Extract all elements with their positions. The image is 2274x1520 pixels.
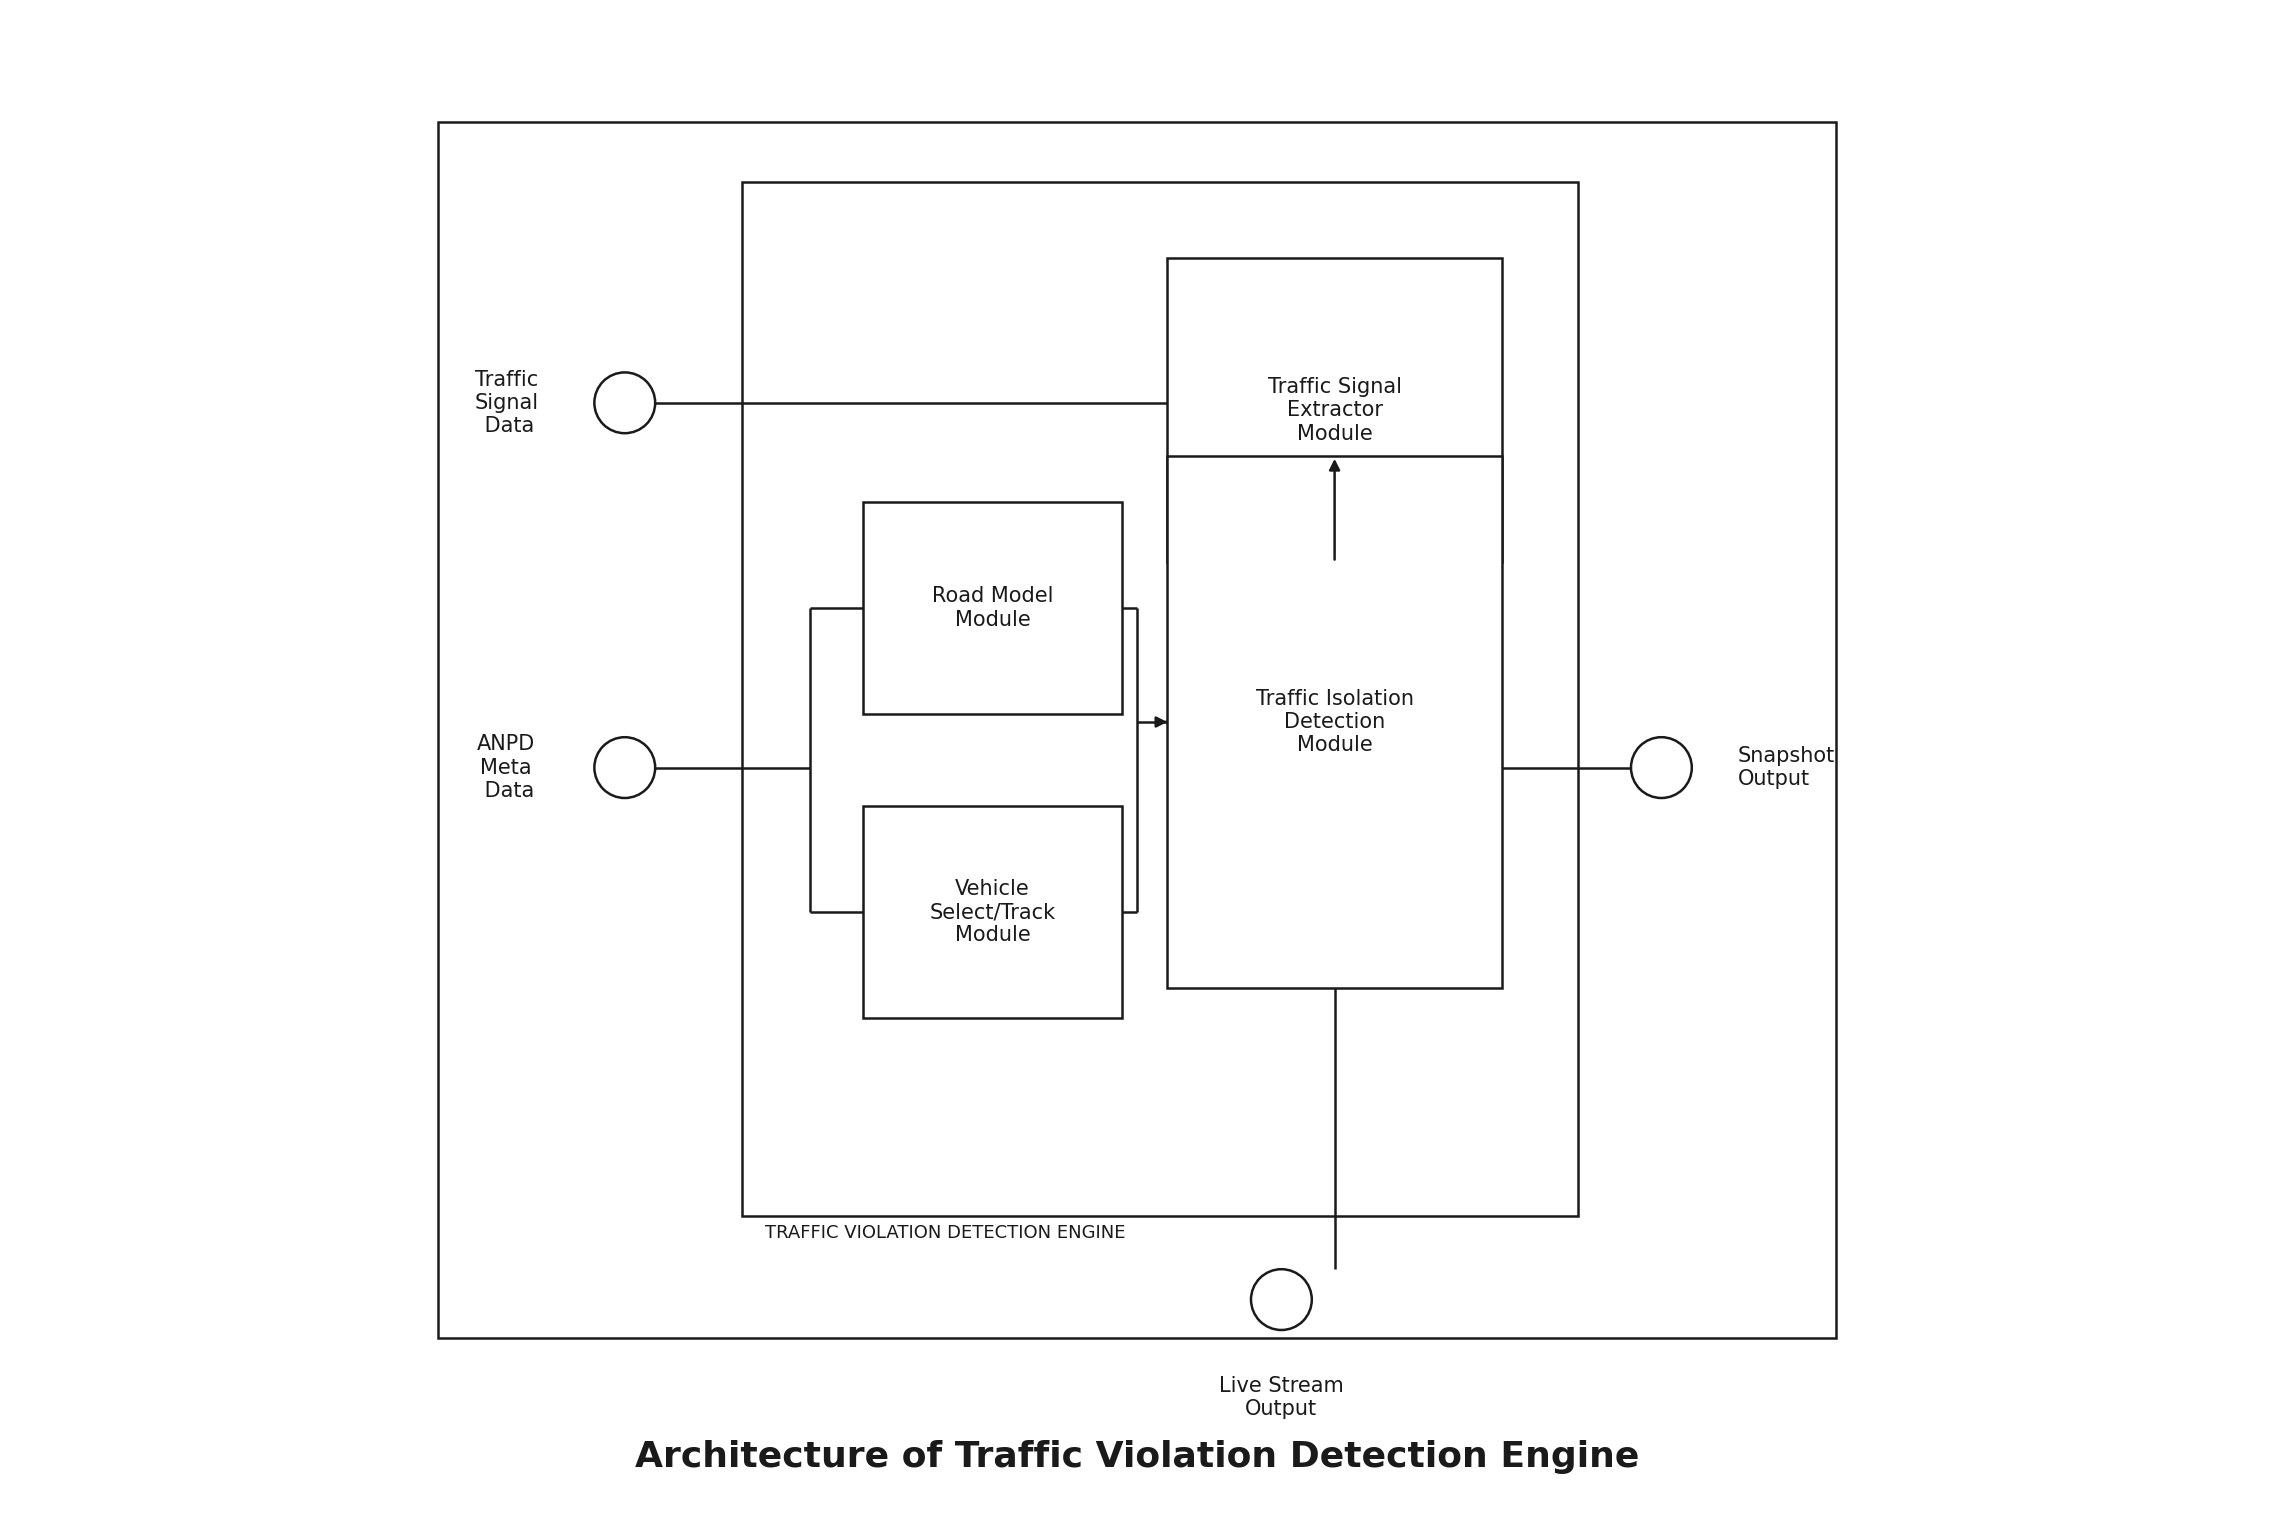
Text: Snapshot
Output: Snapshot Output <box>1737 746 1835 789</box>
FancyBboxPatch shape <box>864 806 1121 1018</box>
Text: TRAFFIC VIOLATION DETECTION ENGINE: TRAFFIC VIOLATION DETECTION ENGINE <box>764 1224 1126 1242</box>
Text: Vehicle
Select/Track
Module: Vehicle Select/Track Module <box>930 879 1055 945</box>
Circle shape <box>594 372 655 433</box>
Text: Road Model
Module: Road Model Module <box>932 587 1053 629</box>
FancyBboxPatch shape <box>1167 258 1501 562</box>
Text: Traffic Isolation
Detection
Module: Traffic Isolation Detection Module <box>1255 689 1414 755</box>
FancyBboxPatch shape <box>741 182 1578 1216</box>
Circle shape <box>594 737 655 798</box>
FancyBboxPatch shape <box>439 122 1835 1338</box>
FancyBboxPatch shape <box>864 502 1121 714</box>
Text: Architecture of Traffic Violation Detection Engine: Architecture of Traffic Violation Detect… <box>634 1441 1640 1474</box>
Text: Traffic
Signal
 Data: Traffic Signal Data <box>475 369 539 436</box>
Text: ANPD
Meta
 Data: ANPD Meta Data <box>478 734 534 801</box>
Circle shape <box>1630 737 1692 798</box>
Text: Live Stream
Output: Live Stream Output <box>1219 1376 1344 1418</box>
FancyBboxPatch shape <box>1167 456 1501 988</box>
Text: Traffic Signal
Extractor
Module: Traffic Signal Extractor Module <box>1267 377 1401 444</box>
Circle shape <box>1251 1269 1312 1330</box>
